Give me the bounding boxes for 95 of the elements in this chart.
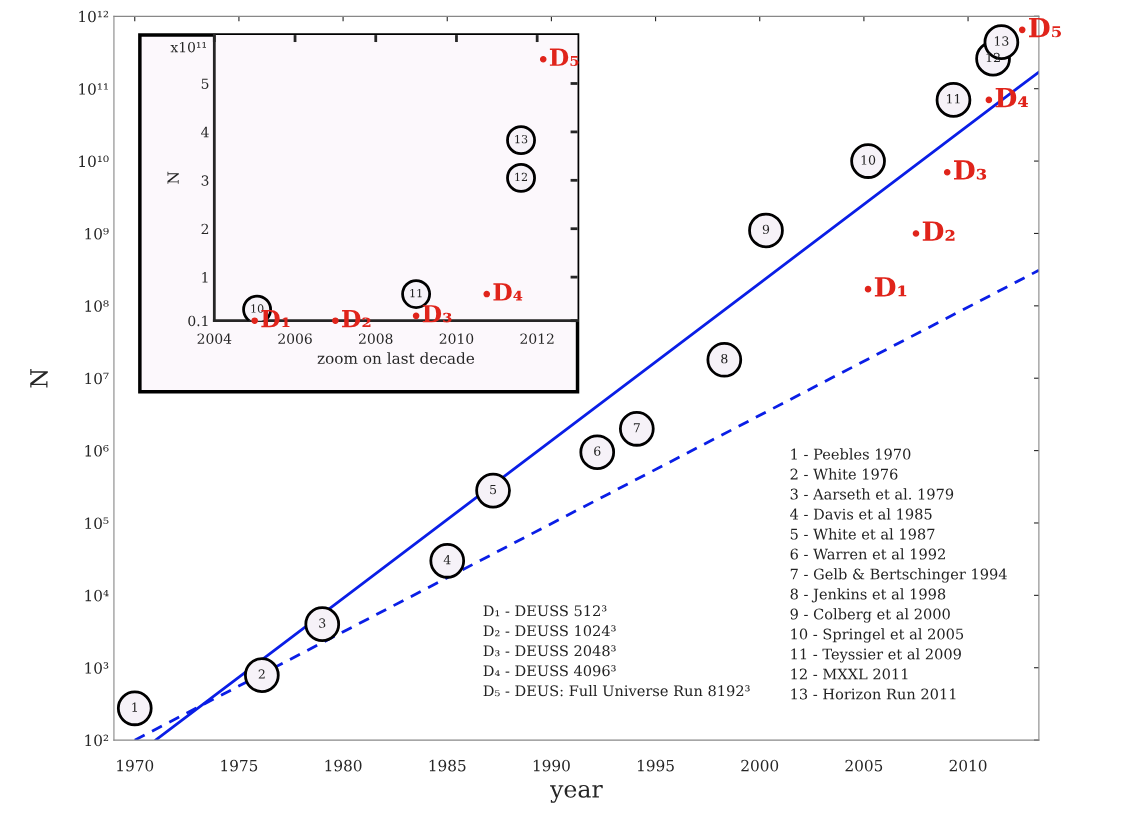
annotation: 13 - Horizon Run 2011 [791, 688, 956, 700]
annotation: 9 - Colberg et al 2000 [790, 608, 950, 623]
annotation: 12 - MXXL 2011 [791, 668, 908, 680]
y-tick-label: 10⁶ [85, 445, 109, 457]
annotation: 12 [515, 172, 528, 181]
x-axis-title: zoom on last decade [317, 352, 475, 365]
x-axis-title: year [550, 784, 603, 803]
y-tick-label: 5 [201, 78, 209, 89]
y-tick-label: 10⁴ [85, 589, 109, 602]
y-axis-title: N [30, 368, 48, 388]
point [864, 285, 872, 293]
x-tick-label: 2000 [741, 759, 779, 772]
point [935, 82, 972, 118]
annotation: D₄ - DEUSS 4096³ [483, 665, 616, 677]
annotation: 5 [490, 484, 497, 495]
annotation: 5 - White et al 1987 [790, 528, 935, 540]
annotation: 4 [443, 554, 451, 565]
point [985, 96, 993, 104]
annotation: D₃ [954, 160, 987, 180]
y-tick-label: 10¹² [79, 10, 109, 23]
annotation: D₃ [422, 305, 452, 323]
point [116, 690, 153, 727]
x-tick-label: 1990 [533, 759, 570, 772]
point [483, 290, 491, 298]
x-tick-label: 1995 [637, 759, 674, 772]
annotation: D₄ [493, 283, 523, 301]
point [1018, 26, 1026, 34]
annotation: 6 - Warren et al 1992 [790, 548, 945, 560]
annotation: 3 - Aarseth et al. 1979 [790, 488, 954, 500]
point [332, 317, 339, 324]
y-tick-label: 10³ [85, 662, 109, 674]
point [412, 312, 420, 320]
x-tick-label: 1970 [117, 759, 154, 772]
annotation: 10 - Springel et al 2005 [791, 628, 964, 643]
y-tick-label: 1 [202, 272, 208, 283]
annotation: 3 [319, 618, 326, 628]
annotation: 1 [132, 702, 137, 712]
y-tick-label: 10¹¹ [79, 83, 108, 95]
y-tick-label: 10⁹ [85, 227, 109, 240]
annotation: 13 [515, 134, 528, 144]
x-tick-label: 1975 [221, 759, 258, 772]
annotation: 9 [762, 224, 770, 235]
point [943, 168, 951, 176]
point [619, 410, 655, 447]
point [912, 230, 920, 237]
y-tick-label: 3 [201, 175, 209, 186]
annotation: 7 - Gelb & Bertschinger 1994 [790, 568, 1007, 583]
point [244, 657, 280, 693]
annotation: 7 [633, 423, 640, 433]
annotation: D₂ [922, 221, 955, 241]
x-tick-label: 2008 [359, 333, 393, 344]
y-tick-label: 10² [85, 734, 109, 747]
point [429, 543, 466, 579]
x-tick-label: 2010 [439, 333, 474, 344]
x-tick-label: 2004 [197, 333, 232, 344]
annotation: D₃ - DEUSS 2048³ [483, 645, 616, 657]
x-tick-label: 1985 [429, 759, 466, 772]
point [748, 212, 784, 249]
annotation: 6 [594, 446, 601, 456]
annotation: 4 - Davis et al 1985 [790, 508, 932, 520]
y-tick-label: 10⁷ [85, 372, 109, 385]
y-tick-label: 4 [201, 126, 209, 138]
annotation: 2 - White 1976 [790, 468, 898, 480]
x-tick-label: 2012 [520, 333, 554, 344]
y-axis-title: N [167, 171, 179, 184]
annotation: D₁ - DEUSS 512³ [483, 605, 607, 617]
point [251, 317, 258, 324]
y-tick-label: 10⁸ [85, 300, 109, 312]
x-tick-label: 1980 [325, 759, 362, 772]
y-tick-label: 0.1 [188, 315, 208, 327]
x-tick-label: 2006 [278, 333, 312, 344]
y-tick-label: 10¹⁰ [79, 155, 109, 168]
annotation: 2 [258, 669, 265, 679]
point [539, 55, 547, 63]
annotation: D₂ - DEUSS 1024³ [483, 625, 616, 637]
point [706, 341, 743, 378]
annotation: 13 [994, 36, 1009, 46]
point [579, 434, 616, 471]
annotation: 10 [861, 155, 876, 165]
annotation: D₁ [874, 277, 907, 297]
y-tick-label: 2 [201, 223, 209, 234]
annotation: D₅ [1029, 17, 1062, 38]
annotation: D₅ - DEUS: Full Universe Run 8192³ [483, 684, 750, 697]
x-tick-label: 2005 [845, 759, 883, 772]
annotation: 8 - Jenkins et al 1998 [790, 588, 946, 603]
annotation: 11 [410, 288, 422, 298]
annotation: x10¹¹ [170, 41, 206, 53]
y-tick-label: 10⁵ [85, 517, 109, 529]
annotation: 8 [721, 353, 728, 364]
annotation: 11 - Teyssier et al 2009 [791, 648, 961, 663]
annotation: 11 [947, 94, 960, 104]
annotation: 1 - Peebles 1970 [791, 448, 911, 460]
x-tick-label: 2010 [949, 759, 987, 772]
point [304, 606, 341, 642]
point [475, 472, 511, 509]
